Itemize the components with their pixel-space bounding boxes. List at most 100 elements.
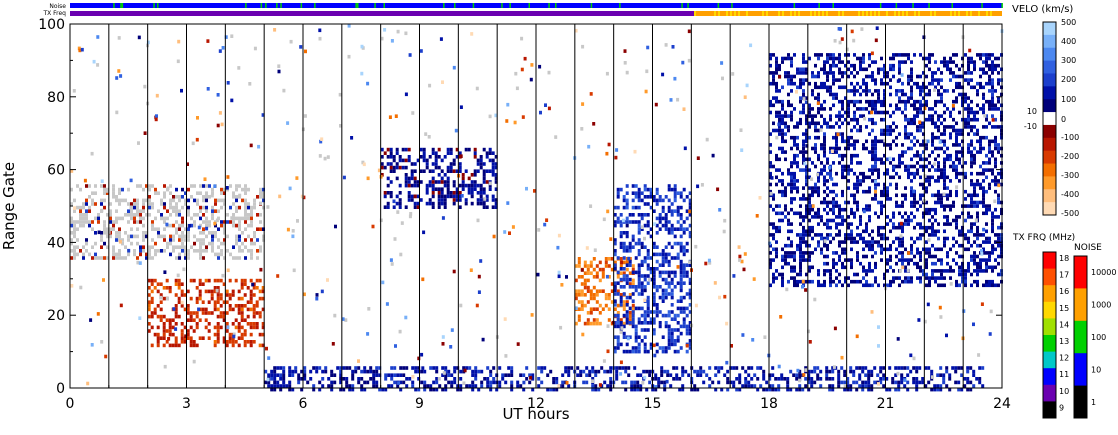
scatter-cell <box>823 153 826 158</box>
scatter-cell <box>667 331 671 336</box>
scatter-cell <box>76 220 79 224</box>
scatter-cell <box>937 222 940 226</box>
scatter-cell <box>104 354 108 359</box>
scatter-cell <box>967 146 970 151</box>
scatter-cell <box>784 74 787 79</box>
scatter-cell <box>699 366 703 370</box>
scatter-cell <box>835 63 838 68</box>
scatter-cell <box>895 247 898 252</box>
scatter-cell <box>934 211 937 216</box>
scatter-cell <box>899 221 903 226</box>
scatter-cell <box>979 146 982 151</box>
scatter-cell <box>961 243 964 248</box>
scatter-cell <box>781 218 784 223</box>
scatter-cell <box>877 157 880 162</box>
scatter-cell <box>901 143 904 147</box>
scatter-cell <box>880 258 883 262</box>
scatter-cell <box>853 146 856 151</box>
scatter-cell <box>769 81 772 86</box>
scatter-cell <box>826 243 829 248</box>
scatter-cell <box>198 289 202 294</box>
scatter-cell <box>485 198 489 202</box>
scatter-cell <box>334 224 337 229</box>
scatter-cell <box>244 227 247 231</box>
scatter-cell <box>934 207 937 212</box>
scatter-cell <box>793 258 796 262</box>
scatter-cell <box>925 265 928 270</box>
scatter-cell <box>802 107 805 111</box>
scatter-cell <box>955 96 958 100</box>
scatter-cell <box>223 223 226 228</box>
scatter-cell <box>838 110 841 115</box>
scatter-cell <box>955 128 958 133</box>
scatter-cell <box>586 300 590 304</box>
scatter-cell <box>618 366 622 370</box>
scatter-cell <box>772 236 775 241</box>
scatter-cell <box>455 194 459 199</box>
scatter-cell <box>643 313 647 318</box>
scatter-cell <box>609 369 613 374</box>
scatter-cell <box>883 193 886 198</box>
scatter-cell <box>829 225 832 230</box>
scatter-cell <box>717 380 721 385</box>
scatter-cell <box>461 187 465 191</box>
scatter-cell <box>581 44 585 49</box>
scatter-cell <box>844 146 847 151</box>
scatter-cell <box>172 223 175 228</box>
scatter-cell <box>805 243 808 248</box>
scatter-cell <box>673 241 677 246</box>
scatter-cell <box>928 276 931 280</box>
scatter-cell <box>485 180 489 184</box>
scatter-cell <box>679 195 683 199</box>
scatter-cell <box>702 369 706 374</box>
scatter-cell <box>174 322 178 326</box>
scatter-cell <box>997 193 1000 198</box>
scatter-cell <box>910 157 913 162</box>
scatter-cell <box>784 132 787 136</box>
scatter-cell <box>595 307 599 311</box>
scatter-cell <box>561 384 565 388</box>
scatter-cell <box>790 89 793 93</box>
scatter-cell <box>529 77 533 82</box>
scatter-cell <box>407 191 411 195</box>
scatter-cell <box>676 313 680 318</box>
scatter-cell <box>255 278 259 283</box>
scatter-region-mid-range-echoes-0800-1100 <box>380 147 498 209</box>
scatter-cell <box>786 380 790 385</box>
scatter-cell <box>964 107 967 111</box>
scatter-cell <box>303 377 307 381</box>
scatter-cell <box>877 139 880 144</box>
scatter-cell <box>165 222 169 227</box>
scatter-cell <box>868 56 871 61</box>
scatter-cell <box>577 260 581 265</box>
scatter-cell <box>735 387 739 392</box>
scatter-cell <box>877 233 880 237</box>
scatter-cell <box>202 238 205 242</box>
scatter-cell <box>410 173 414 177</box>
scatter-cell <box>781 258 784 262</box>
scatter-cell <box>858 377 862 381</box>
scatter-cell <box>904 276 907 280</box>
scatter-cell <box>622 321 626 326</box>
scatter-cell <box>874 139 877 144</box>
scatter-cell <box>886 128 889 133</box>
scatter-cell <box>163 216 166 221</box>
scatter-cell <box>205 184 208 188</box>
scatter-cell <box>937 128 940 133</box>
scatter-cell <box>846 380 850 385</box>
scatter-cell <box>198 293 202 297</box>
scatter-cell <box>705 373 709 377</box>
scatter-cell <box>919 107 922 111</box>
scatter-cell <box>874 211 877 216</box>
scatter-cell <box>240 318 244 322</box>
scatter-cell <box>398 198 402 202</box>
scatter-cell <box>970 60 973 64</box>
scatter-cell <box>805 117 808 122</box>
scatter-cell <box>637 346 641 350</box>
scatter-cell <box>823 207 826 212</box>
noise-strip-mark <box>717 3 720 8</box>
txfreq-strip-mark <box>862 11 864 16</box>
scatter-cell <box>807 373 811 377</box>
scatter-cell <box>796 179 799 183</box>
scatter-cell <box>853 153 856 158</box>
